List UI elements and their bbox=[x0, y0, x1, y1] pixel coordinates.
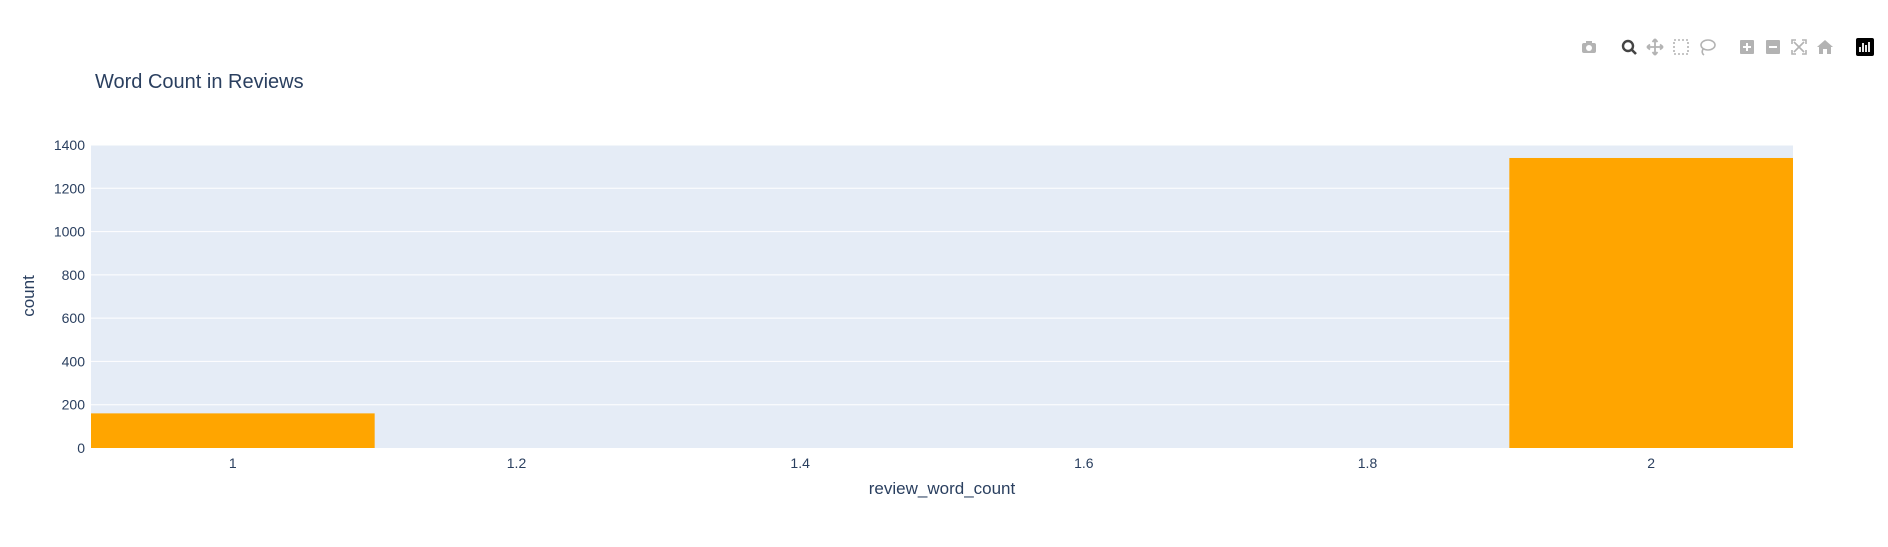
modebar-group bbox=[1734, 36, 1838, 58]
y-tick-label: 600 bbox=[62, 310, 86, 326]
modebar-group bbox=[1852, 36, 1878, 58]
camera-button[interactable] bbox=[1576, 36, 1602, 58]
bar[interactable] bbox=[1509, 157, 1793, 448]
x-tick-label: 2 bbox=[1647, 455, 1655, 471]
x-tick-labels: 1 1.2 1.4 1.6 1.8 2 bbox=[229, 455, 1655, 471]
lasso-select-button[interactable] bbox=[1694, 36, 1720, 58]
plotly-logo-button[interactable] bbox=[1852, 36, 1878, 58]
y-tick-label: 0 bbox=[77, 440, 85, 456]
autoscale-icon bbox=[1791, 39, 1807, 55]
zoom-button[interactable] bbox=[1616, 36, 1642, 58]
modebar-group bbox=[1616, 36, 1720, 58]
bar[interactable] bbox=[91, 413, 375, 448]
x-tick-label: 1.8 bbox=[1358, 455, 1378, 471]
y-tick-labels: 0 200 400 600 800 1000 1200 1400 bbox=[54, 137, 85, 456]
pan-button[interactable] bbox=[1642, 36, 1668, 58]
y-axis-title: count bbox=[19, 275, 38, 317]
x-tick-label: 1.6 bbox=[1074, 455, 1094, 471]
zoom-out-button[interactable] bbox=[1760, 36, 1786, 58]
y-tick-label: 1200 bbox=[54, 180, 85, 196]
zoom-out-icon bbox=[1766, 40, 1780, 54]
plotly-logo-icon bbox=[1856, 38, 1874, 56]
zoom-in-button[interactable] bbox=[1734, 36, 1760, 58]
y-tick-label: 200 bbox=[62, 397, 86, 413]
x-tick-label: 1 bbox=[229, 455, 237, 471]
lasso-select-icon bbox=[1700, 39, 1716, 56]
modebar bbox=[1562, 36, 1878, 58]
bars bbox=[91, 157, 1793, 448]
modebar-group bbox=[1576, 36, 1602, 58]
x-tick-label: 1.4 bbox=[790, 455, 810, 471]
x-tick-label: 1.2 bbox=[507, 455, 527, 471]
pan-icon bbox=[1646, 38, 1664, 56]
y-tick-label: 1000 bbox=[54, 224, 85, 240]
y-tick-label: 800 bbox=[62, 267, 86, 283]
y-tick-label: 1400 bbox=[54, 137, 85, 153]
autoscale-button[interactable] bbox=[1786, 36, 1812, 58]
reset-axes-icon bbox=[1817, 40, 1833, 54]
x-axis-title: review_word_count bbox=[869, 479, 1016, 498]
y-tick-label: 400 bbox=[62, 353, 86, 369]
zoom-icon bbox=[1621, 39, 1637, 55]
reset-axes-button[interactable] bbox=[1812, 36, 1838, 58]
box-select-button[interactable] bbox=[1668, 36, 1694, 58]
zoom-in-icon bbox=[1740, 40, 1754, 54]
box-select-icon bbox=[1673, 39, 1689, 55]
chart-title: Word Count in Reviews bbox=[95, 71, 304, 93]
camera-icon bbox=[1582, 41, 1596, 53]
